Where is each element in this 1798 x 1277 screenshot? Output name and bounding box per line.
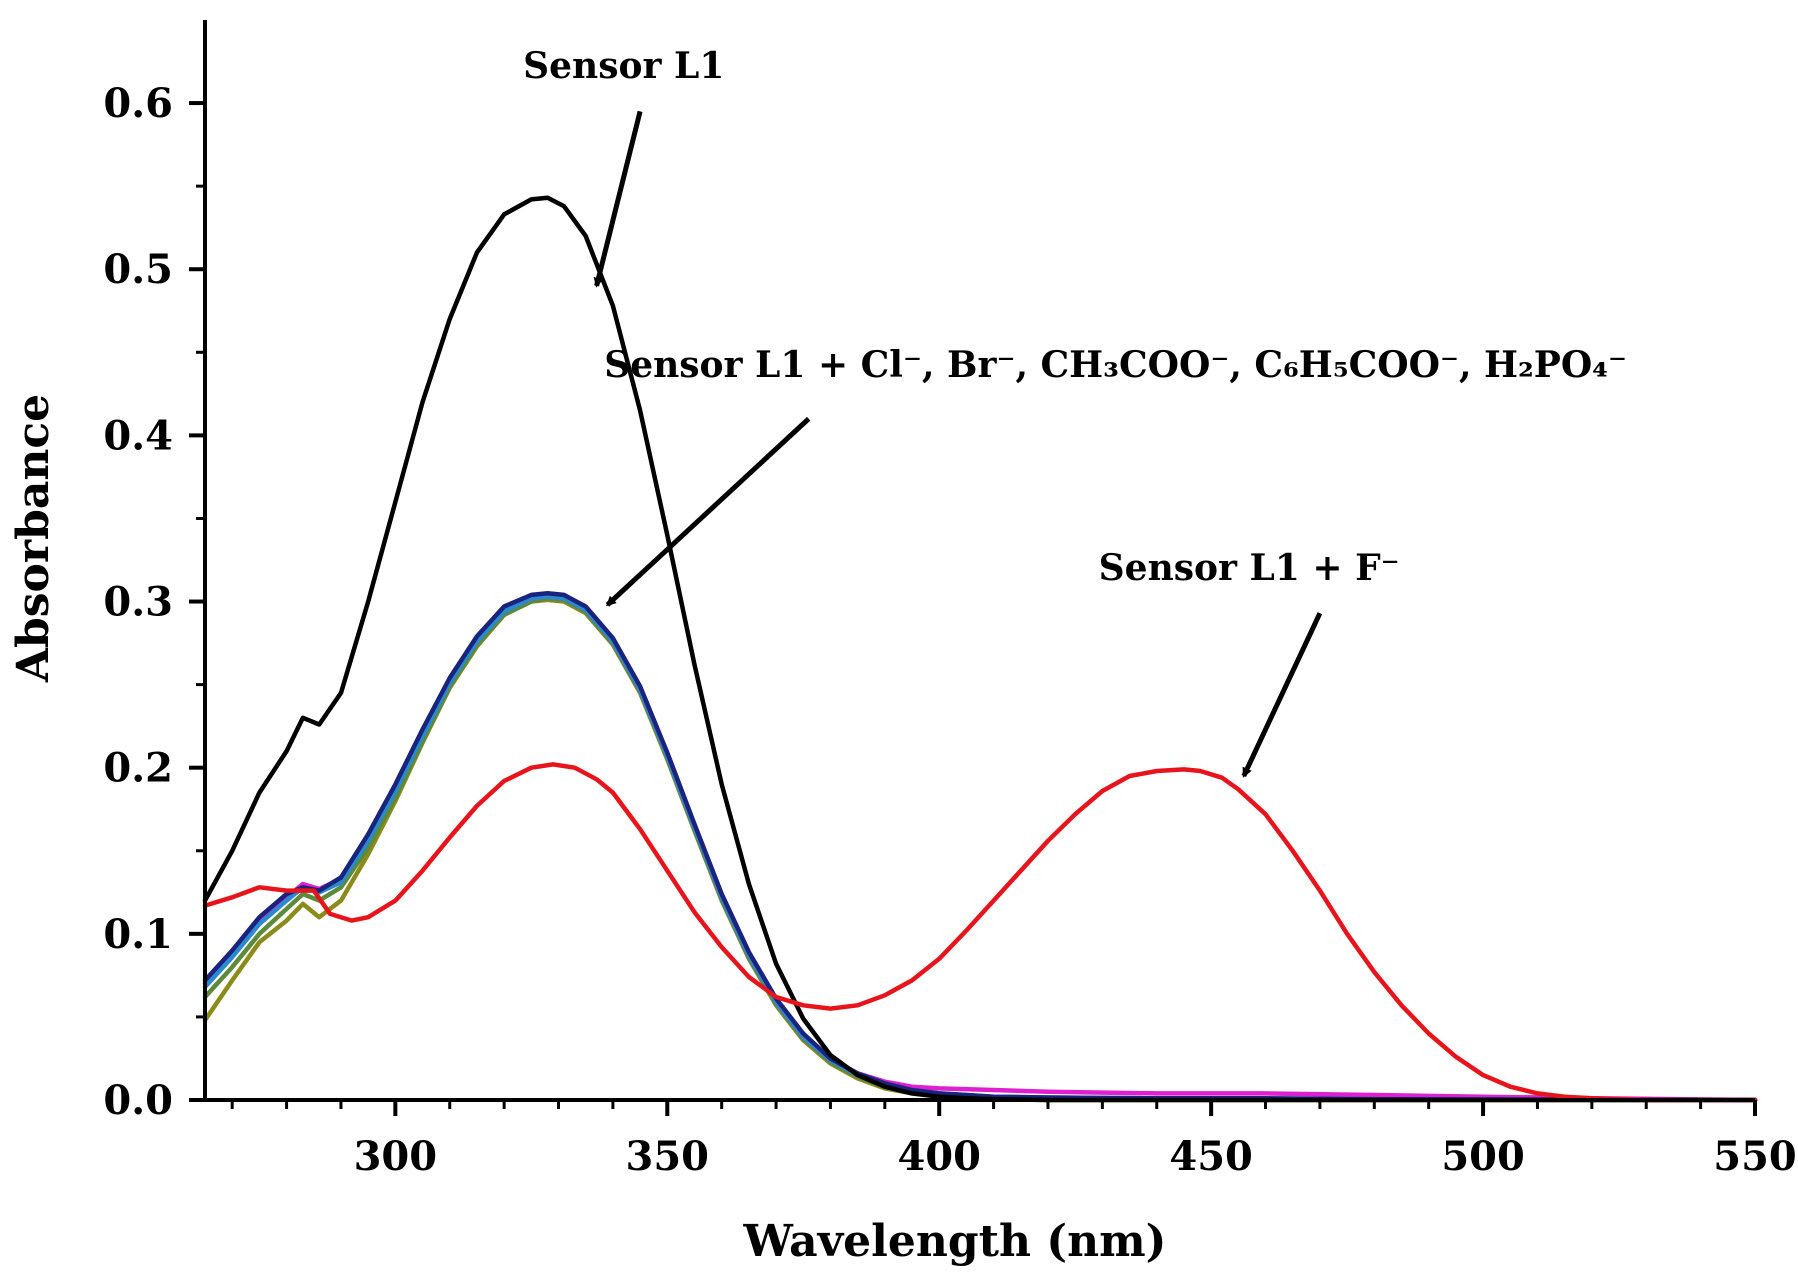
- y-tick-label: 0.4: [103, 412, 173, 459]
- y-tick-label: 0.2: [103, 745, 173, 792]
- y-tick-label: 0.3: [103, 579, 173, 626]
- annotation-arrow-a1: [593, 110, 643, 288]
- x-tick-label: 550: [1713, 1133, 1797, 1180]
- y-tick-label: 0.6: [103, 80, 173, 127]
- annotation-other-anions-text: Sensor L1 + Cl⁻, Br⁻, CH₃COO⁻, C₆H₅COO⁻,…: [604, 344, 1627, 386]
- y-tick-label: 0.0: [103, 1077, 173, 1124]
- y-axis-label: Absorbance: [8, 394, 59, 683]
- ticks-layer: 300 350 400 450 500 550 0.0 0.1 0.2 0.3 0.4 0.5 0.6: [103, 80, 1796, 1180]
- x-tick-label: 500: [1441, 1133, 1525, 1180]
- y-tick-label: 0.5: [103, 246, 173, 293]
- x-tick-label: 450: [1169, 1133, 1253, 1180]
- series-layer: [202, 195, 1758, 1103]
- annotation-sensor-l1-text: Sensor L1: [523, 45, 724, 87]
- series-line-4: [202, 590, 1758, 1103]
- series-line-5: [202, 195, 1758, 1103]
- annotation-arrow-a3: [1241, 612, 1323, 778]
- axes-layer: [203, 20, 1755, 1102]
- x-tick-label: 350: [626, 1133, 710, 1180]
- annotation-arrow-a2: [605, 416, 811, 607]
- x-axis-label: Wavelength (nm): [743, 1216, 1167, 1267]
- annotation-fluoride: Sensor L1 + F⁻: [1099, 547, 1400, 589]
- series-line-3: [202, 594, 1758, 1103]
- annotation-sensor-l1: Sensor L1: [523, 45, 724, 87]
- annotations-layer: [593, 110, 1323, 778]
- series-line-6: [202, 762, 1758, 1103]
- series-line-2: [202, 594, 1758, 1103]
- annotation-other-anions: Sensor L1 + Cl⁻, Br⁻, CH₃COO⁻, C₆H₅COO⁻,…: [604, 344, 1627, 386]
- y-tick-label: 0.1: [103, 911, 173, 958]
- x-tick-label: 300: [354, 1133, 438, 1180]
- annotation-fluoride-text: Sensor L1 + F⁻: [1099, 547, 1400, 589]
- x-tick-label: 400: [897, 1133, 981, 1180]
